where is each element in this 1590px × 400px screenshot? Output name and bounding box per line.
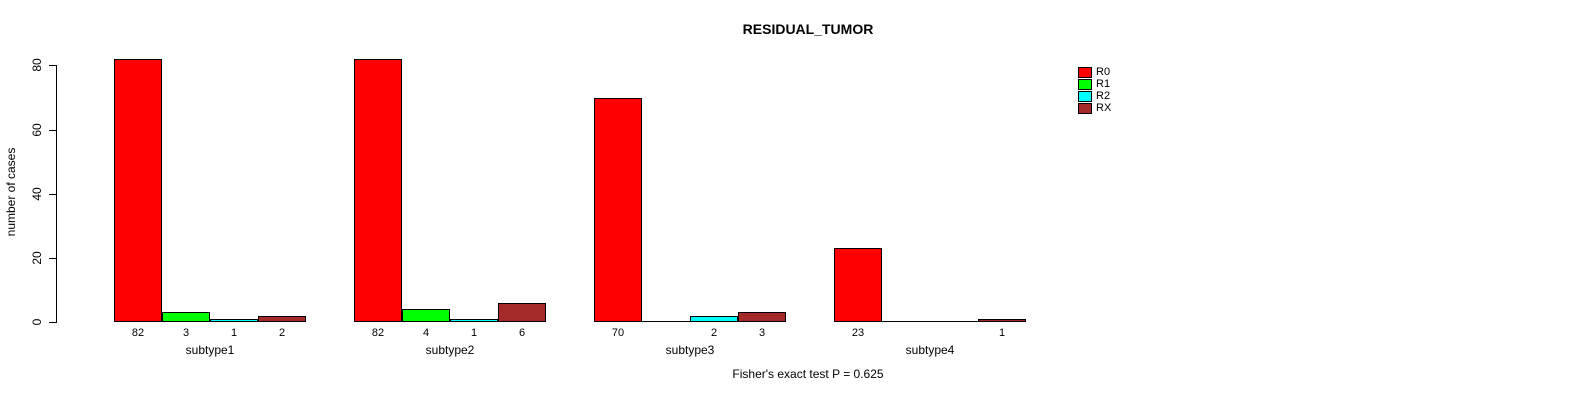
legend-item-RX: RX [1078,102,1111,114]
y-tick-mark [49,65,56,67]
y-tick-label: 0 [30,318,44,326]
y-tick-mark [49,257,56,259]
y-tick-mark [49,129,56,131]
stat-annotation: Fisher's exact test P = 0.625 [732,367,884,381]
y-tick-label: 20 [30,251,44,265]
chart-title: RESIDUAL_TUMOR [742,21,874,37]
bar-value-subtype1-R2: 1 [230,327,238,339]
bar-value-subtype3-RX: 3 [758,327,766,339]
y-tick-label: 40 [30,187,44,201]
bar-value-subtype1-R1: 3 [182,327,190,339]
y-tick-mark [49,322,56,323]
bar-value-subtype2-R1: 4 [422,327,430,339]
bar-subtype2-RX [498,302,546,322]
bar-subtype4-R0 [834,248,882,322]
bar-value-subtype1-RX: 2 [278,327,286,339]
bar-value-subtype2-R2: 1 [470,327,478,339]
y-axis-line [56,65,57,323]
legend-item-R1: R1 [1078,78,1111,90]
bar-value-subtype2-RX: 6 [518,327,526,339]
bar-value-subtype4-R0: 23 [851,327,865,339]
bar-subtype3-RX [738,312,786,322]
category-label-subtype4: subtype4 [905,343,955,357]
bar-subtype1-R2 [210,318,258,322]
legend-swatch-RX [1078,102,1092,114]
y-tick-label: 80 [30,58,44,73]
y-tick-mark [49,193,56,195]
bar-subtype4-RX [978,318,1026,322]
category-label-subtype2: subtype2 [425,343,475,357]
bar-value-subtype4-RX: 1 [998,327,1006,339]
y-tick-label: 60 [30,122,44,137]
legend-swatch-R1 [1078,78,1092,90]
legend-swatch-R0 [1078,66,1092,78]
bar-value-subtype2-R0: 82 [371,327,385,339]
category-label-subtype3: subtype3 [665,343,715,357]
category-label-subtype1: subtype1 [185,343,235,357]
bar-subtype1-R0 [114,59,162,322]
bar-subtype3-R2 [690,315,738,322]
bar-value-subtype1-R0: 82 [131,327,145,339]
legend-item-R0: R0 [1078,66,1111,78]
legend-label-RX: RX [1096,101,1112,114]
legend-label-R2: R2 [1096,89,1111,102]
bar-subtype3-R1-zero [642,321,690,322]
legend-swatch-R2 [1078,90,1092,102]
bar-subtype3-R0 [594,97,642,322]
bar-subtype2-R2 [450,318,498,322]
bar-subtype4-R2-zero [930,321,978,322]
bar-subtype1-RX [258,315,306,322]
bar-value-subtype3-R0: 70 [611,327,625,339]
legend-label-R1: R1 [1096,77,1111,90]
bar-subtype2-R0 [354,59,402,322]
bar-subtype4-R1-zero [882,321,930,322]
bar-subtype2-R1 [402,309,450,322]
legend-item-R2: R2 [1078,90,1111,102]
legend: R0 R1 R2 RX [1078,66,1111,114]
legend-label-R0: R0 [1096,65,1111,78]
bar-value-subtype3-R2: 2 [710,327,718,339]
bar-subtype1-R1 [162,312,210,322]
